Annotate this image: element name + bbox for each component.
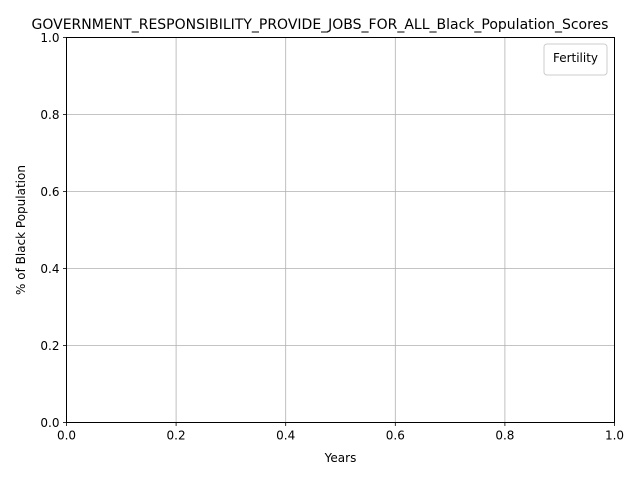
x-tick-label: 0.6 [386, 429, 405, 443]
plot-area-frame [66, 37, 615, 423]
y-tick-label: 0.2 [40, 339, 59, 353]
chart-title: GOVERNMENT_RESPONSIBILITY_PROVIDE_JOBS_F… [32, 17, 609, 33]
x-axis-label: Years [324, 451, 357, 465]
legend-box [543, 43, 608, 76]
grid-lines [66, 37, 615, 423]
legend[interactable]: Fertility [543, 43, 608, 76]
x-tick-label: 0.8 [495, 429, 514, 443]
y-tick-label: 1.0 [40, 31, 59, 45]
y-tick-label: 0.6 [40, 185, 59, 199]
y-axis-label: % of Black Population [14, 165, 28, 295]
x-tick-label: 0.4 [276, 429, 295, 443]
y-axis-ticks: 0.0 0.2 0.4 0.6 0.8 1.0 [40, 31, 67, 430]
x-axis-ticks: 0.0 0.2 0.4 0.6 0.8 1.0 [57, 422, 624, 443]
x-tick-label: 0.0 [57, 429, 76, 443]
y-tick-label: 0.8 [40, 108, 59, 122]
x-tick-label: 0.2 [167, 429, 186, 443]
legend-title: Fertility [553, 51, 598, 65]
y-tick-label: 0.4 [40, 262, 59, 276]
x-tick-label: 1.0 [605, 429, 624, 443]
y-tick-label: 0.0 [40, 416, 59, 430]
